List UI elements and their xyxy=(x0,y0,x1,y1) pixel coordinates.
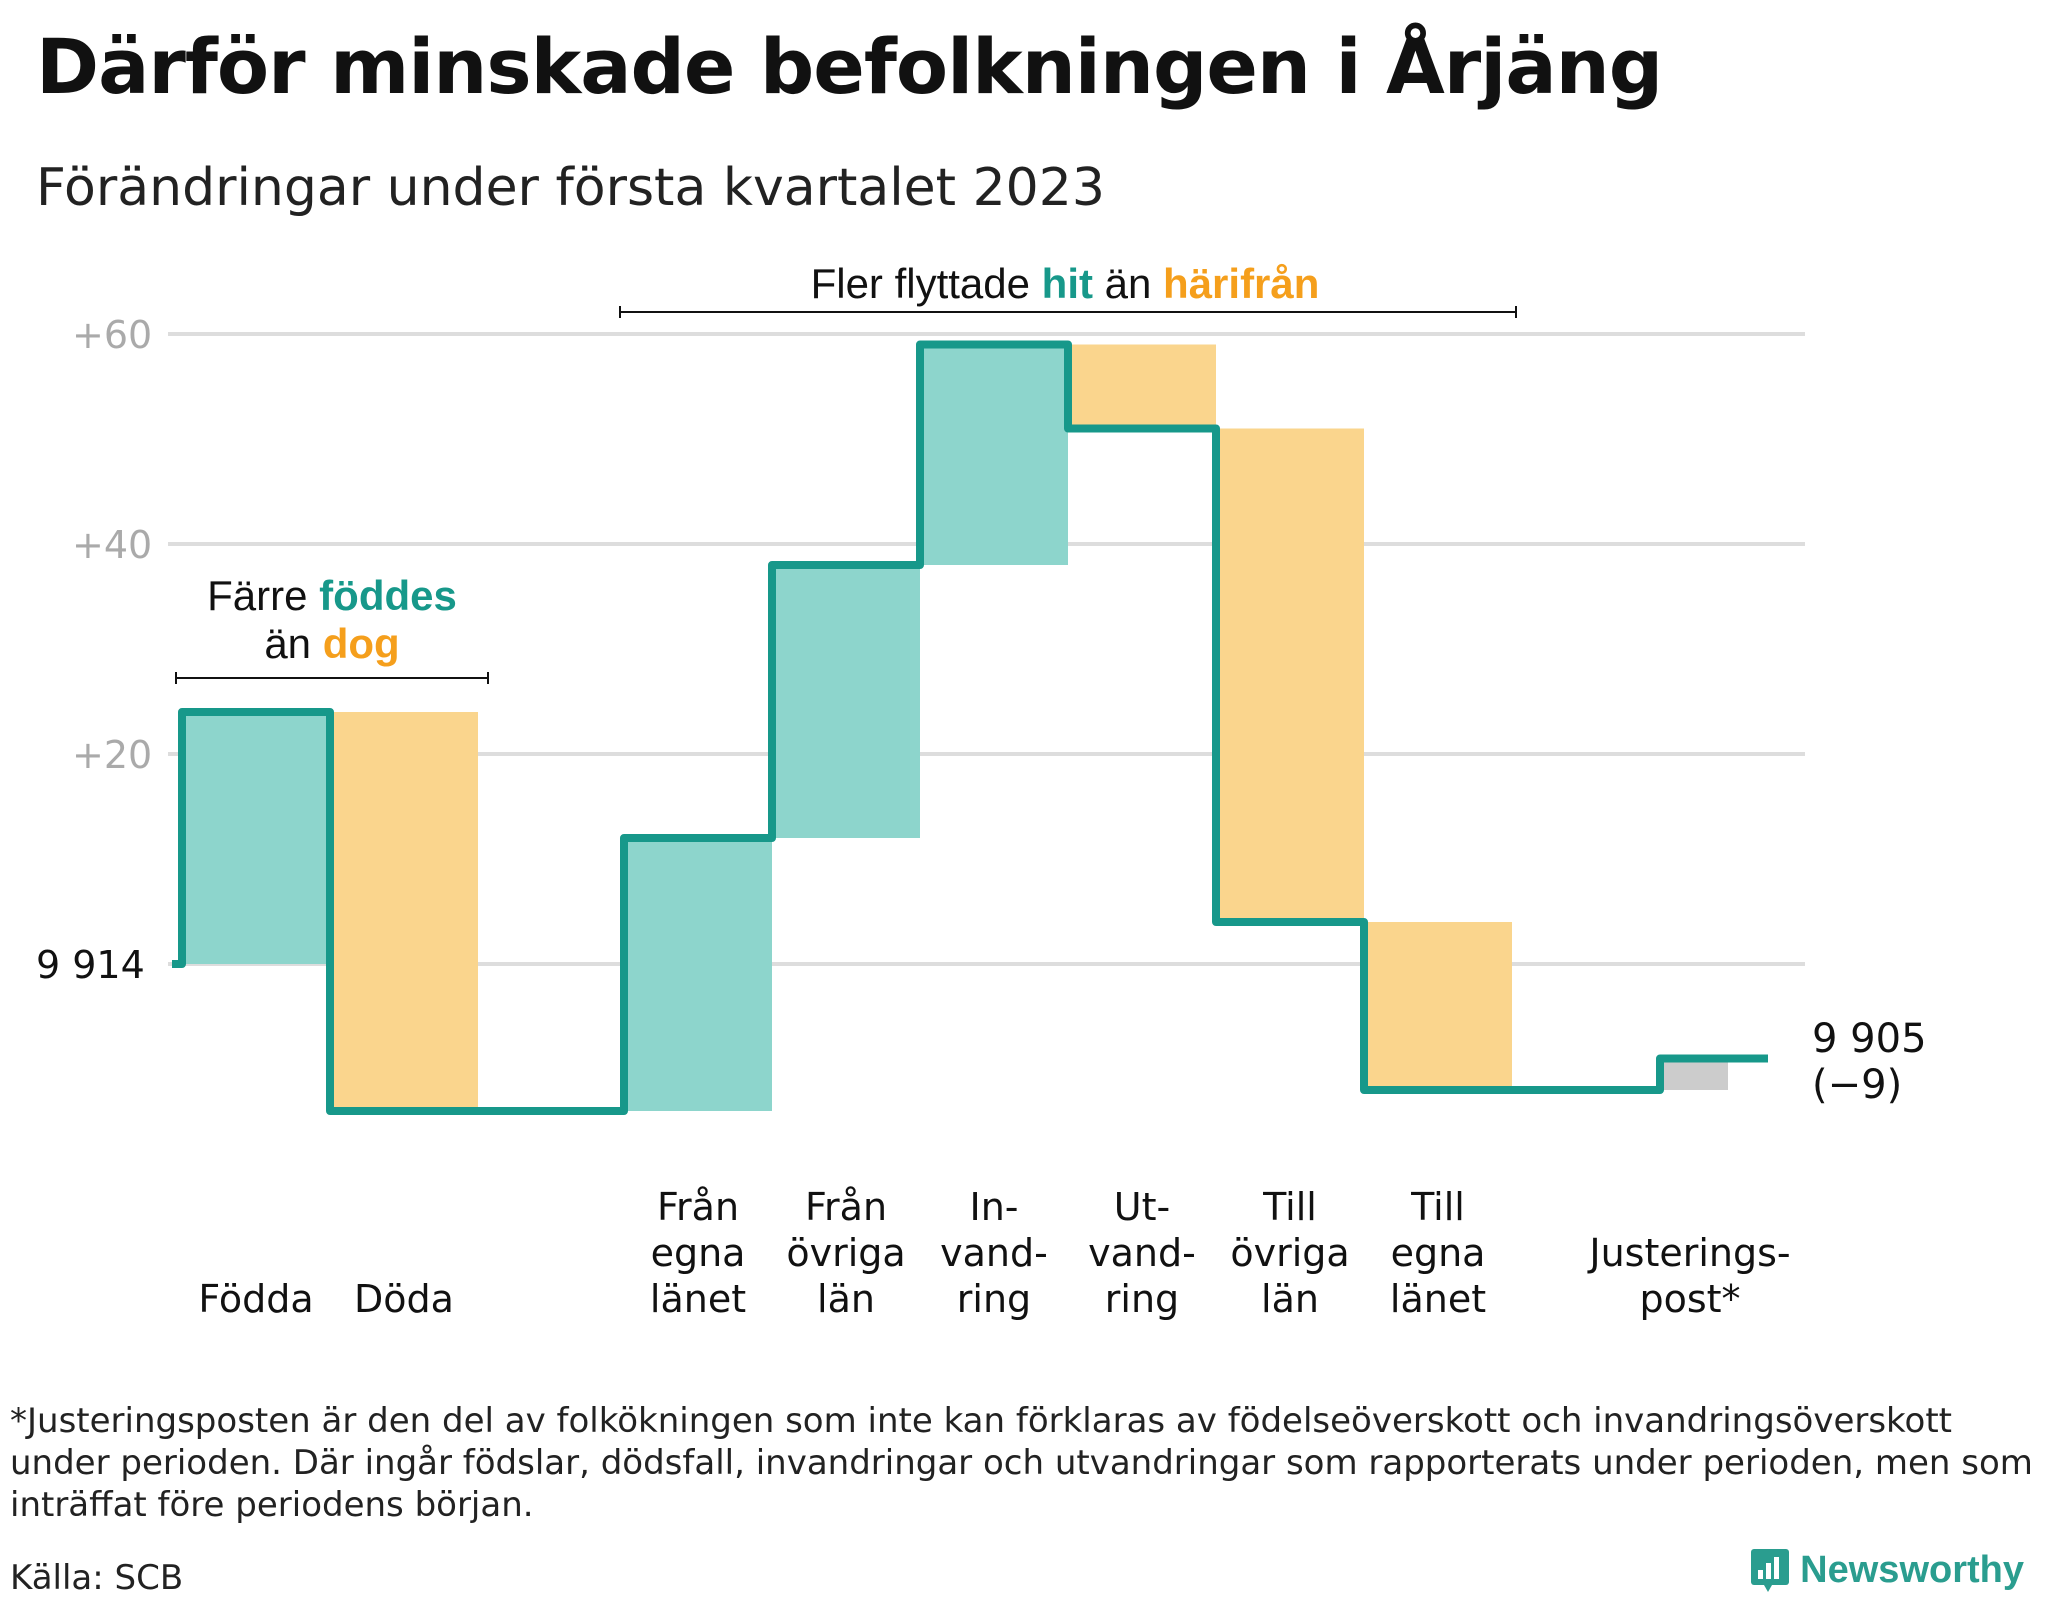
waterfall-bar xyxy=(1216,428,1364,922)
category-label: Döda xyxy=(354,1277,454,1321)
annotation-plain-text: än xyxy=(264,620,322,667)
source-credit: Källa: SCB xyxy=(10,1558,184,1598)
category-label: vand- xyxy=(1088,1231,1196,1275)
category-label: egna xyxy=(651,1231,746,1275)
category-label: ring xyxy=(957,1277,1031,1321)
waterfall-bar xyxy=(182,712,330,964)
births-annotation-line2: än dog xyxy=(264,620,399,667)
category-label: övriga xyxy=(1230,1231,1349,1275)
cumulative-step-line xyxy=(172,340,1768,1115)
category-label: ring xyxy=(1105,1277,1179,1321)
end-value-label: 9 905 xyxy=(1812,1016,1927,1062)
category-label: Till xyxy=(1410,1185,1465,1229)
footnote: *Justeringsposten är den del av folkökni… xyxy=(10,1401,2033,1525)
annotation-plain-text: Färre xyxy=(207,572,319,619)
category-label: län xyxy=(817,1277,875,1321)
category-label: vand- xyxy=(940,1231,1048,1275)
waterfall-bar xyxy=(624,838,772,1111)
brand-name: Newsworthy xyxy=(1800,1548,2024,1591)
brand: Newsworthy xyxy=(1750,1548,2024,1592)
annotation-decrease-text: härifrån xyxy=(1163,260,1319,307)
annotation-decrease-text: dog xyxy=(323,620,400,667)
category-label: Till xyxy=(1262,1185,1317,1229)
waterfall-bar xyxy=(330,712,478,1111)
category-label: övriga xyxy=(786,1231,905,1275)
waterfall-bar xyxy=(1660,1058,1728,1090)
migration-annotation: Fler flyttade hit än härifrån xyxy=(811,260,1320,307)
waterfall-bar xyxy=(920,344,1068,565)
category-label: Justerings- xyxy=(1587,1231,1790,1275)
category-label: post* xyxy=(1639,1277,1740,1321)
waterfall-bar xyxy=(1364,922,1512,1090)
births-annotation-line1: Färre föddes xyxy=(207,572,457,619)
category-label: länet xyxy=(1390,1277,1486,1321)
category-label: län xyxy=(1261,1277,1319,1321)
annotation-plain-text: än xyxy=(1093,260,1163,307)
annotation-increase-text: föddes xyxy=(319,572,457,619)
waterfall-bar xyxy=(772,565,920,838)
annotation-plain-text: Fler flyttade xyxy=(811,260,1042,307)
newsworthy-logo-icon xyxy=(1751,1549,1790,1592)
waterfall-bar xyxy=(1068,344,1216,429)
category-label: Från xyxy=(657,1185,739,1229)
end-change-label: (−9) xyxy=(1812,1062,1902,1108)
y-tick-label: +40 xyxy=(72,523,152,567)
category-label: Från xyxy=(805,1185,887,1229)
category-label: egna xyxy=(1391,1231,1486,1275)
category-label: Ut- xyxy=(1114,1185,1170,1229)
start-value-label: 9 914 xyxy=(36,943,145,987)
births-annotation-bracket xyxy=(175,672,489,684)
chart-subtitle: Förändringar under första kvartalet 2023 xyxy=(36,158,1105,218)
y-tick-label: +20 xyxy=(72,733,152,777)
migration-annotation-bracket xyxy=(619,306,1517,318)
chart-title: Därför minskade befolkningen i Årjäng xyxy=(36,22,1663,111)
category-label: länet xyxy=(650,1277,746,1321)
category-label: Födda xyxy=(198,1277,313,1321)
category-label: In- xyxy=(969,1185,1018,1229)
annotation-increase-text: hit xyxy=(1042,260,1093,307)
y-tick-label: +60 xyxy=(72,313,152,357)
